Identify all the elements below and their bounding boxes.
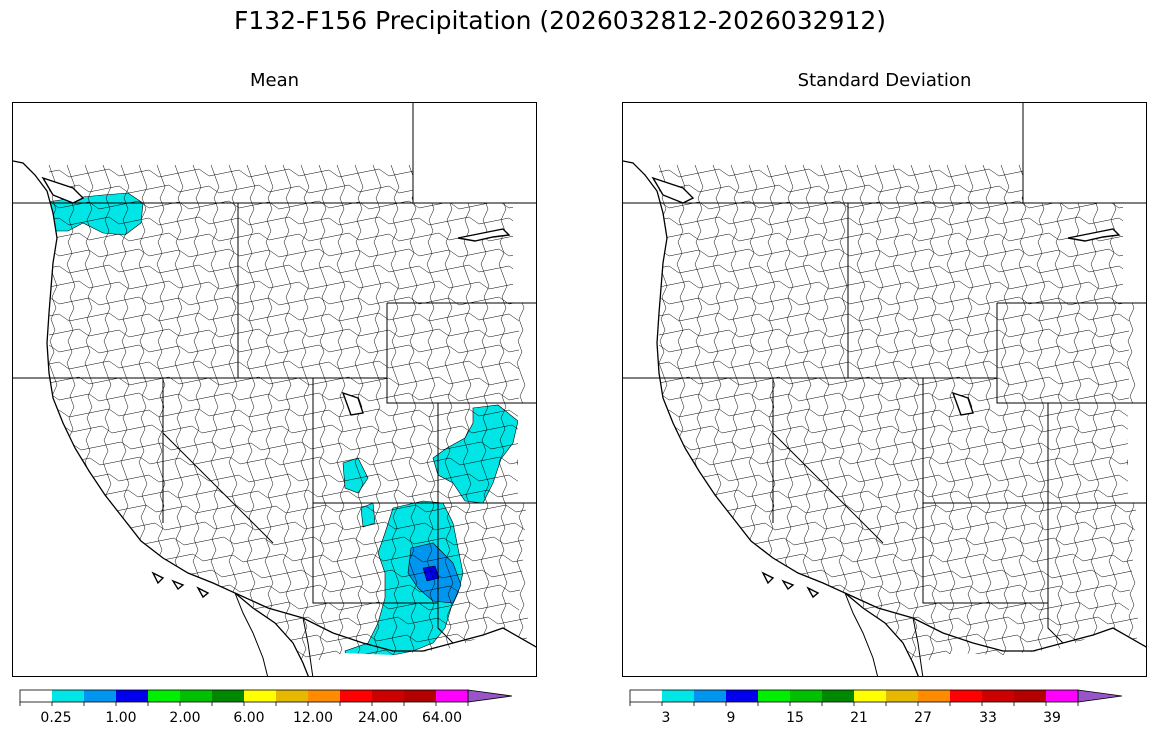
std-colorbar-extend-arrow: [1077, 689, 1123, 703]
std-colorbar-swatch: [982, 690, 1014, 702]
mean-panel-title: Mean: [249, 70, 300, 91]
mean-map-svg: [13, 103, 536, 676]
mean-panel: Mean 0.25 1.00 2.00 6.00 12.00 24.00 64.…: [12, 70, 537, 740]
std-colorbar-swatch: [886, 690, 918, 702]
std-colorbar-swatch: [694, 690, 726, 702]
mean-map: [12, 102, 537, 677]
std-panel: Standard Deviation 3 9 15 21 27 33 39: [622, 70, 1147, 740]
mean-colorbar-swatch: [212, 690, 244, 702]
precip-region-arizona-core: [422, 565, 440, 582]
std-colorbar: 3 9 15 21 27 33 39: [628, 688, 1138, 738]
mean-colorbar-swatch: [148, 690, 180, 702]
mean-tick-label: 12.00: [292, 710, 334, 726]
mean-colorbar-extend-arrow: [467, 689, 513, 703]
std-tick-label: 15: [786, 710, 804, 726]
std-colorbar-swatch: [1014, 690, 1046, 702]
std-map-svg: [623, 103, 1146, 676]
mean-colorbar-swatch: [116, 690, 148, 702]
mean-colorbar-swatch: [20, 690, 52, 702]
std-tick-label: 9: [726, 710, 736, 726]
std-tick-label: 39: [1043, 710, 1061, 726]
std-colorbar-swatch: [918, 690, 950, 702]
std-colorbar-swatch: [726, 690, 758, 702]
mean-colorbar-swatch: [52, 690, 84, 702]
std-colorbar-swatch: [662, 690, 694, 702]
mean-colorbar-svg: [19, 689, 513, 706]
std-tick-label: 27: [914, 710, 932, 726]
std-tick-label: 3: [661, 710, 671, 726]
mean-tick-label: 2.00: [169, 710, 201, 726]
mean-colorbar-swatch: [84, 690, 116, 702]
std-colorbar-swatch: [950, 690, 982, 702]
mean-tick-label: 24.00: [357, 710, 399, 726]
mean-colorbar-swatch: [436, 690, 468, 702]
std-colorbar-swatch: [790, 690, 822, 702]
mean-precip-shading: [40, 192, 519, 669]
precip-region-northwest-washington: [40, 192, 144, 236]
std-colorbar-svg: [629, 689, 1123, 706]
mean-colorbar-swatch: [244, 690, 276, 702]
std-colorbar-swatch: [630, 690, 662, 702]
mean-colorbar-swatch: [180, 690, 212, 702]
std-geography: [623, 103, 1146, 676]
mean-geography: [13, 103, 536, 676]
std-tick-label: 33: [979, 710, 997, 726]
figure-title: F132-F156 Precipitation (2026032812-2026…: [233, 6, 886, 35]
std-panel-title: Standard Deviation: [797, 70, 972, 91]
std-colorbar-swatch: [1046, 690, 1078, 702]
mean-colorbar: 0.25 1.00 2.00 6.00 12.00 24.00 64.00: [18, 688, 528, 738]
mean-tick-label: 0.25: [40, 710, 72, 726]
precip-region-arizona-east: [344, 500, 464, 669]
std-colorbar-swatch: [854, 690, 886, 702]
mean-colorbar-swatch: [308, 690, 340, 702]
mean-tick-label: 1.00: [105, 710, 137, 726]
mean-colorbar-swatch: [404, 690, 436, 702]
mean-tick-label: 64.00: [421, 710, 463, 726]
mean-colorbar-swatch: [276, 690, 308, 702]
std-colorbar-swatch: [822, 690, 854, 702]
mean-colorbar-swatch: [372, 690, 404, 702]
mean-colorbar-swatch: [340, 690, 372, 702]
std-tick-label: 21: [850, 710, 868, 726]
mean-tick-label: 6.00: [233, 710, 265, 726]
std-map: [622, 102, 1147, 677]
std-colorbar-swatch: [758, 690, 790, 702]
